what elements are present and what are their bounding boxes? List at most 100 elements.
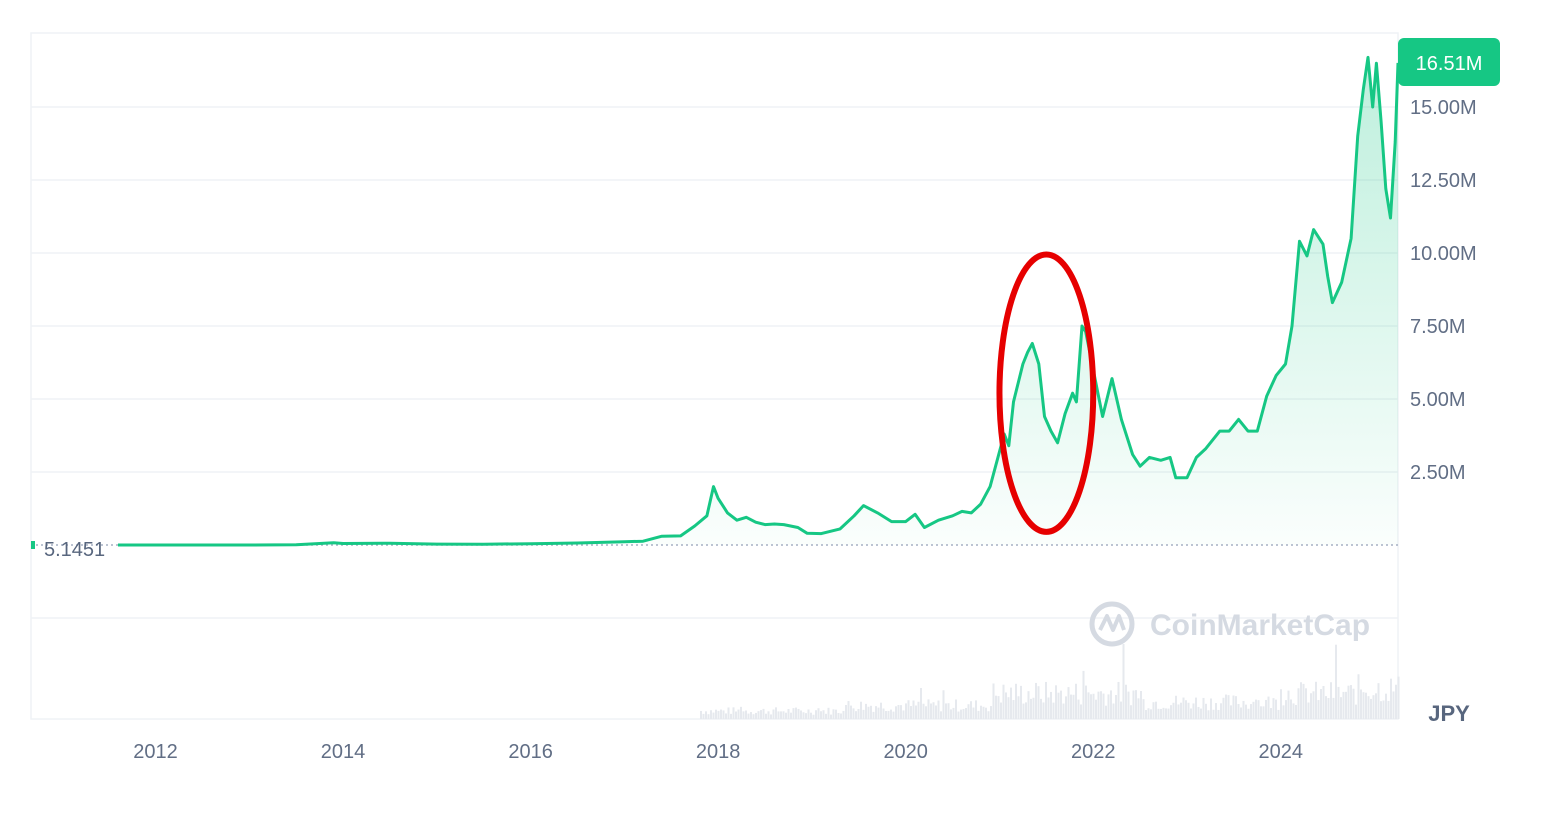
volume-bar <box>1150 709 1152 719</box>
volume-bar <box>1027 691 1030 719</box>
volume-bar <box>1297 688 1300 719</box>
volume-bar <box>982 706 985 719</box>
volume-bar <box>1230 705 1232 719</box>
volume-bar <box>1252 701 1255 719</box>
price-area <box>118 57 1398 546</box>
volume-bar <box>1280 689 1282 719</box>
volume-bar <box>712 712 715 719</box>
volume-bar <box>845 705 847 719</box>
volume-bar <box>747 713 750 719</box>
volume-bar <box>792 708 795 719</box>
volume-bar <box>1370 698 1372 719</box>
volume-bar <box>1270 708 1272 719</box>
volume-bar <box>777 711 780 719</box>
volume-bar <box>902 710 905 719</box>
x-tick-label: 2012 <box>133 741 178 763</box>
watermark-text: CoinMarketCap <box>1150 609 1370 642</box>
volume-bar <box>952 707 955 719</box>
volume-bar <box>1362 692 1365 719</box>
volume-bar <box>1197 706 1200 719</box>
volume-bar <box>1107 694 1110 719</box>
volume-bar <box>1032 697 1035 719</box>
volume-bar <box>1290 699 1292 719</box>
volume-bar <box>1165 708 1167 719</box>
volume-bar <box>1217 709 1220 719</box>
volume-bar <box>847 701 850 719</box>
volume-bar <box>997 696 1000 719</box>
volume-bar <box>707 714 710 719</box>
volume-bar <box>1042 702 1045 719</box>
volume-bar <box>802 712 805 719</box>
volume-bar <box>1185 700 1187 719</box>
volume-bar <box>817 708 820 719</box>
volume-bar <box>985 707 987 719</box>
volume-bar <box>825 713 827 719</box>
volume-bar <box>912 700 915 719</box>
volume-bar <box>1375 693 1377 719</box>
volume-bar <box>840 713 842 719</box>
volume-bar <box>925 706 927 719</box>
volume-bar <box>1075 683 1077 719</box>
y-tick-label: 5.00M <box>1410 389 1466 411</box>
volume-bar <box>820 711 822 719</box>
volume-bar <box>832 709 835 719</box>
volume-bar <box>1077 699 1080 719</box>
volume-bar <box>932 702 935 719</box>
volume-bar <box>1215 703 1217 719</box>
volume-bar <box>1305 688 1307 719</box>
volume-bar <box>1080 704 1082 719</box>
volume-bar <box>1125 684 1127 719</box>
volume-bar <box>1157 708 1160 719</box>
volume-bars <box>700 644 1400 719</box>
y-tick-label: 7.50M <box>1410 316 1466 338</box>
volume-bar <box>1090 694 1092 719</box>
volume-bar <box>987 711 990 719</box>
volume-bar <box>1160 708 1162 719</box>
volume-bar <box>885 710 887 719</box>
volume-bar <box>972 707 975 719</box>
volume-bar <box>877 707 880 719</box>
volume-bar <box>1245 704 1247 719</box>
x-tick-label: 2016 <box>508 741 553 763</box>
volume-bar <box>1117 681 1120 719</box>
volume-bar <box>1172 702 1175 719</box>
volume-bar <box>1127 691 1130 719</box>
volume-bar <box>705 711 707 719</box>
volume-bar <box>882 708 885 719</box>
volume-bar <box>700 710 702 719</box>
volume-bar <box>865 703 867 719</box>
volume-bar <box>762 708 765 719</box>
volume-bar <box>1112 703 1115 719</box>
volume-bar <box>1260 706 1262 719</box>
current-price-badge: 16.51M <box>1398 38 1500 86</box>
volume-bar <box>742 711 745 719</box>
volume-bar <box>1070 694 1072 719</box>
volume-bar <box>1105 705 1107 719</box>
volume-bar <box>1207 710 1210 719</box>
volume-bar <box>950 709 952 719</box>
volume-bar <box>857 709 860 719</box>
volume-bar <box>1227 695 1230 719</box>
volume-bar <box>770 714 772 719</box>
volume-bar <box>905 703 907 719</box>
volume-bar <box>1192 703 1195 719</box>
volume-bar <box>870 705 872 719</box>
volume-bar <box>1187 702 1190 719</box>
volume-bar <box>855 711 857 719</box>
price-line <box>118 55 1400 547</box>
volume-bar <box>1342 691 1345 719</box>
volume-bar <box>767 711 770 719</box>
volume-bar <box>1367 696 1370 719</box>
volume-bar <box>1177 704 1180 719</box>
volume-bar <box>790 712 792 719</box>
volume-bar <box>957 711 960 719</box>
volume-bar <box>850 705 852 719</box>
volume-bar <box>797 708 800 719</box>
x-tick-label: 2024 <box>1259 741 1304 763</box>
volume-bar <box>1317 700 1320 719</box>
volume-bar <box>1295 704 1297 719</box>
baseline-badge: 5.1451 <box>31 539 105 561</box>
volume-bar <box>730 713 732 719</box>
volume-bar <box>1062 703 1065 719</box>
volume-bar <box>1102 693 1105 719</box>
